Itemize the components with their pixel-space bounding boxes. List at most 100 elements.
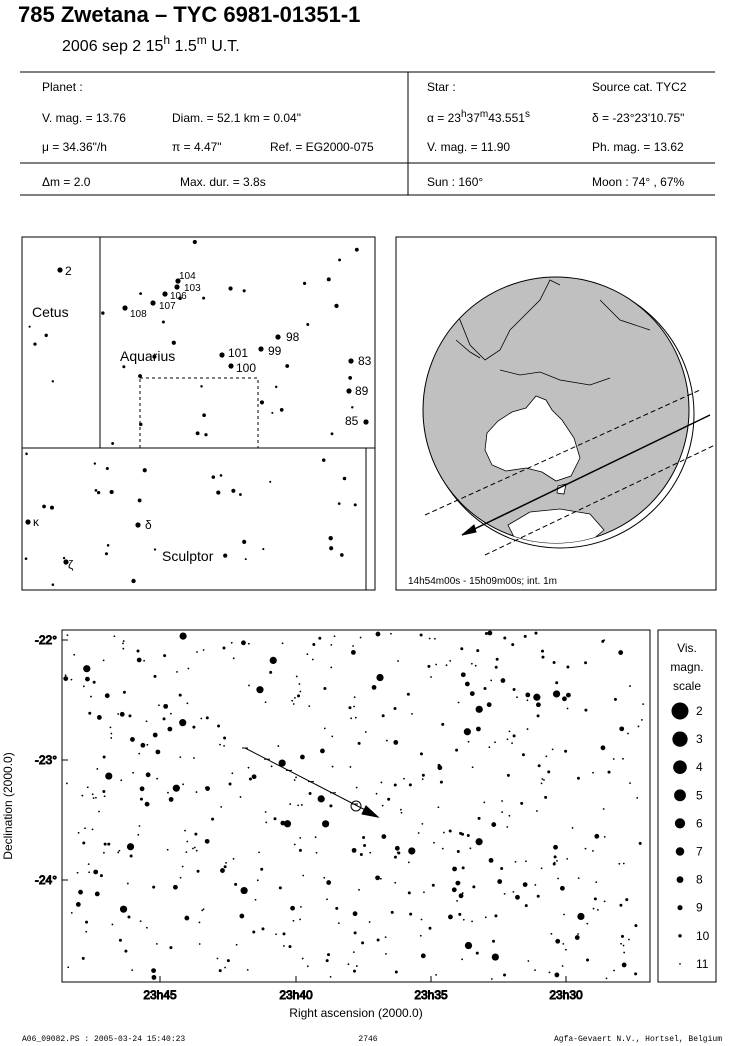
star [179, 632, 187, 640]
star [550, 932, 553, 935]
star-alpha: α = 23h37m43.551s [427, 109, 530, 125]
star [269, 670, 273, 674]
star [492, 939, 496, 943]
star [281, 642, 284, 645]
star [264, 701, 267, 704]
star [571, 827, 574, 829]
labeled-star [57, 267, 63, 273]
planet-vmag: V. mag. = 13.76 [42, 111, 126, 125]
star [350, 717, 353, 720]
star [472, 885, 476, 889]
star [269, 656, 277, 665]
constellation: Cetus [32, 304, 69, 320]
star [161, 320, 165, 324]
star [158, 704, 160, 707]
star [607, 770, 611, 774]
star [342, 476, 347, 481]
star [271, 411, 274, 414]
star [397, 660, 399, 662]
star [369, 851, 372, 854]
star [302, 281, 307, 285]
star [246, 968, 249, 971]
star [361, 941, 365, 945]
star [540, 782, 543, 785]
star [514, 860, 517, 863]
star [574, 935, 580, 940]
star [314, 836, 317, 839]
star [308, 792, 312, 796]
star [64, 674, 67, 677]
star [219, 743, 221, 746]
asteroid-track [244, 747, 380, 818]
star [122, 647, 125, 650]
planet-label: Planet : [42, 80, 83, 94]
finder-frame [21, 236, 376, 591]
star [420, 953, 426, 959]
star [256, 686, 264, 694]
star [306, 653, 309, 656]
star [122, 365, 126, 369]
star [469, 847, 472, 850]
star [576, 776, 580, 780]
star [527, 960, 530, 962]
star [294, 696, 296, 699]
star [407, 861, 410, 864]
star [333, 635, 336, 638]
star [541, 655, 545, 659]
star [439, 780, 443, 784]
star [73, 653, 76, 656]
labeled-star [63, 559, 69, 565]
star [347, 963, 350, 966]
star [622, 862, 625, 865]
star [302, 874, 305, 877]
star [274, 385, 278, 389]
star [548, 971, 551, 974]
star [95, 796, 97, 799]
star [566, 665, 570, 669]
star [44, 333, 48, 338]
star [131, 578, 136, 584]
planet-diam: Diam. = 52.1 km = 0.04" [172, 111, 301, 125]
star [411, 713, 413, 715]
star [338, 258, 342, 262]
star [217, 724, 221, 728]
star [239, 493, 242, 496]
star [441, 847, 444, 850]
star [584, 708, 588, 712]
star [564, 948, 567, 951]
max-dur: Max. dur. = 3.8s [180, 175, 266, 189]
star [201, 909, 204, 912]
star [142, 468, 147, 473]
star [152, 354, 157, 359]
star [376, 673, 384, 682]
star [292, 919, 295, 922]
star [179, 876, 182, 879]
star [461, 892, 464, 894]
star [625, 898, 629, 902]
star-label: κ [33, 515, 40, 529]
star [557, 877, 559, 880]
star [334, 303, 339, 309]
star [171, 340, 176, 345]
star [216, 490, 221, 495]
field-outline [139, 377, 259, 449]
star [497, 879, 503, 884]
star [85, 676, 90, 682]
star [155, 942, 158, 945]
star [603, 900, 606, 903]
star [565, 692, 571, 698]
star [406, 692, 410, 696]
star [299, 690, 302, 693]
alpha: 37 [467, 111, 481, 125]
star [86, 786, 89, 789]
star [195, 849, 198, 852]
star [533, 693, 541, 701]
star-label: 99 [268, 344, 282, 358]
star [122, 642, 124, 645]
star [275, 933, 277, 936]
star [306, 965, 309, 968]
star [76, 871, 79, 874]
star [448, 914, 453, 920]
star [423, 891, 425, 894]
y-tick-label: -24° [35, 873, 57, 887]
